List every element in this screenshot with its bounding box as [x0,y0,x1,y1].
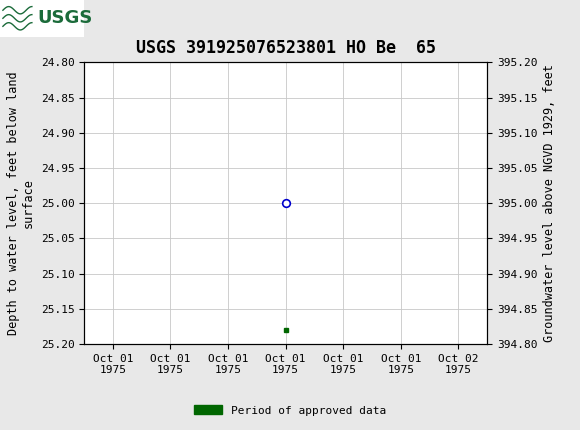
FancyBboxPatch shape [0,0,84,37]
Y-axis label: Groundwater level above NGVD 1929, feet: Groundwater level above NGVD 1929, feet [543,64,556,342]
Y-axis label: Depth to water level, feet below land
surface: Depth to water level, feet below land su… [7,71,35,335]
Legend: Period of approved data: Period of approved data [190,401,390,420]
Text: USGS: USGS [38,9,93,27]
Title: USGS 391925076523801 HO Be  65: USGS 391925076523801 HO Be 65 [136,39,436,57]
